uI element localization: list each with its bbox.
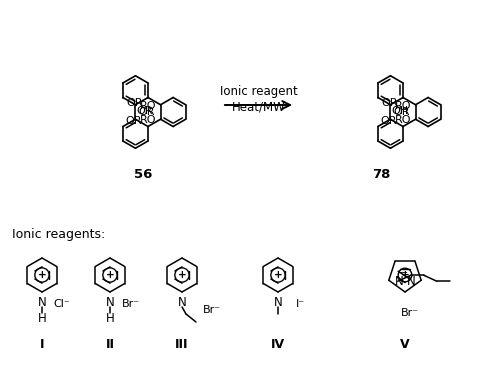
- Text: 56: 56: [134, 168, 152, 180]
- Text: Ionic reagents:: Ionic reagents:: [12, 228, 105, 241]
- Text: OR: OR: [126, 97, 142, 107]
- Text: H: H: [38, 312, 46, 324]
- Text: OR: OR: [380, 116, 396, 126]
- Text: RO: RO: [395, 115, 411, 125]
- Text: N: N: [406, 275, 415, 288]
- Text: +: +: [106, 270, 114, 280]
- Text: N: N: [38, 296, 46, 308]
- Text: I⁻: I⁻: [296, 299, 304, 309]
- Text: RO: RO: [140, 101, 156, 111]
- Text: OH: OH: [392, 106, 408, 116]
- Text: Br⁻: Br⁻: [401, 308, 419, 318]
- Text: III: III: [176, 338, 189, 352]
- Text: Br⁻: Br⁻: [122, 299, 140, 309]
- Text: OR: OR: [138, 107, 155, 117]
- Text: N: N: [274, 296, 282, 308]
- Text: V: V: [400, 338, 410, 352]
- Text: OR: OR: [381, 97, 398, 107]
- Text: Br⁻: Br⁻: [203, 305, 221, 315]
- Text: II: II: [106, 338, 114, 352]
- Text: Heat/MW: Heat/MW: [232, 100, 285, 114]
- Text: Cl⁻: Cl⁻: [54, 299, 70, 309]
- Text: 78: 78: [372, 168, 390, 180]
- Text: RO: RO: [140, 115, 156, 125]
- Text: OR: OR: [136, 106, 153, 116]
- Text: IV: IV: [271, 338, 285, 352]
- Text: RO: RO: [395, 101, 411, 111]
- Text: N: N: [106, 296, 114, 308]
- Text: OR: OR: [394, 107, 410, 117]
- Text: I: I: [40, 338, 44, 352]
- Text: +: +: [400, 270, 409, 280]
- Text: +: +: [38, 270, 46, 280]
- Text: Ionic reagent: Ionic reagent: [220, 85, 298, 97]
- Text: −: −: [400, 268, 408, 278]
- Text: +: +: [274, 270, 282, 280]
- Text: OR: OR: [125, 116, 142, 126]
- Text: N: N: [395, 275, 404, 288]
- Text: +: +: [178, 270, 186, 280]
- Text: H: H: [106, 312, 114, 324]
- Text: N: N: [178, 296, 186, 308]
